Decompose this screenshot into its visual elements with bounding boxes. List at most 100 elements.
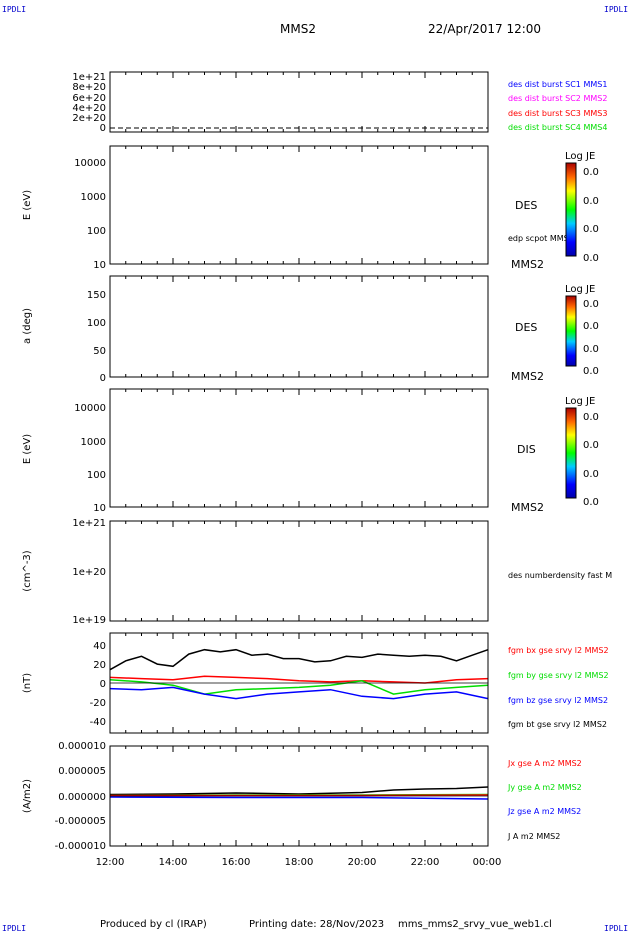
y-tick-label: 0.000010 [58,741,106,752]
y-tick-label: -0.000005 [55,816,106,827]
y-tick-label: 150 [87,290,106,301]
colorbar-tick: 0.0 [583,366,599,377]
colorbar-des-pitch: Log JE 0.0 0.0 0.0 0.0 [565,284,599,377]
y-tick-label: 0 [100,373,106,384]
colorbar-title: Log JE [565,151,595,162]
y-tick-label: 50 [93,346,106,357]
footer-produced-by: Produced by cl (IRAP) [100,919,207,930]
x-tick-label: 12:00 [96,857,125,868]
legend-entry: des numberdensity fast M [508,571,612,580]
spacecraft-title: MMS2 [280,22,316,36]
axis-tick-marks [109,72,489,846]
footer-filename: mms_mms2_srvy_vue_web1.cl [398,919,552,930]
y-axis-label: a (deg) [22,308,33,344]
colorbar-tick: 0.0 [583,497,599,508]
corner-label-top-right: IPDLI [604,5,629,14]
panel-burst-dist: 1e+21 8e+20 6e+20 4e+20 2e+20 0 des dist… [72,71,607,134]
y-tick-label: 0.000005 [58,766,106,777]
y-tick-label: -40 [90,717,106,728]
colorbar-tick: 0.0 [583,412,599,423]
y-tick-label: 10000 [74,403,106,414]
y-axis-label: (cm^-3) [22,550,33,591]
y-tick-label: 1e+19 [72,615,106,626]
series-line-fgm-bz-gse-srvy-l2-mms2 [109,686,489,700]
panel-frame [109,145,489,265]
colorbar-tick: 0.0 [583,344,599,355]
legend-entry: Jy gse A m2 MMS2 [507,783,582,792]
y-tick-label: 0 [100,679,106,690]
panel-frame [109,388,489,508]
y-tick-label: 10 [93,503,106,514]
legend-entry: fgm bz gse srvy l2 MMS2 [508,696,608,705]
corner-label-top-left: IPDLI [2,5,27,14]
series-line-j-a-m2-mms2 [109,786,489,796]
panel-current-density: 0.000010 0.000005 0.000000 -0.000005 -0.… [22,741,582,852]
instrument-label: DES [515,321,537,334]
colorbar-tick: 0.0 [583,253,599,264]
y-tick-label: 20 [93,660,106,671]
y-axis-label: E (eV) [22,434,33,464]
y-axis-label: E (eV) [22,190,33,220]
y-axis-label: (A/m2) [22,779,33,813]
series-line-fgm-bt-gse-srvy-l2-mms2 [109,648,489,671]
y-tick-label: 0.000000 [58,792,106,803]
y-tick-label: 8e+20 [72,82,106,93]
series-line-jz-gse-a-m2-mms2 [109,796,489,800]
y-tick-label: 1000 [81,437,106,448]
legend-entry: des dist burst SC3 MMS3 [508,109,607,118]
plot-date: 22/Apr/2017 12:00 [428,22,542,36]
colorbar-tick: 0.0 [583,321,599,332]
colorbar [565,407,577,499]
panel-frame [109,71,489,133]
x-tick-label: 20:00 [348,857,377,868]
x-tick-label: 14:00 [159,857,188,868]
colorbar [565,162,577,257]
colorbar-tick: 0.0 [583,299,599,310]
spacecraft-label: MMS2 [511,258,544,271]
colorbar-title: Log JE [565,284,595,295]
series-line-fgm-by-gse-srvy-l2-mms2 [109,678,489,695]
legend-entry: des dist burst SC1 MMS1 [508,80,607,89]
legend-entry: des dist burst SC4 MMS4 [508,123,607,132]
legend-entry: Jz gse A m2 MMS2 [507,807,581,816]
colorbar-tick: 0.0 [583,224,599,235]
legend-entry: des dist burst SC2 MMS2 [508,94,607,103]
panel-frame [109,275,489,378]
colorbar-tick: 0.0 [583,440,599,451]
series-lines [109,648,489,700]
instrument-label: DIS [517,443,536,456]
panel-magnetic-field: 40 20 0 -20 -40 (nT) fgm bx gse srvy l2 … [22,632,609,734]
panel-dis-energy: 10000 1000 100 10 E (eV) DIS MMS2 Log JE… [22,388,599,514]
y-tick-label: 1e+20 [72,567,106,578]
y-tick-label: 1e+21 [72,518,106,529]
y-tick-label: 40 [93,641,106,652]
legend-entry: Jx gse A m2 MMS2 [507,759,582,768]
y-tick-label: 0 [100,123,106,134]
y-tick-label: 10000 [74,158,106,169]
footer-printing-date: Printing date: 28/Nov/2023 [249,919,385,930]
series-line-fgm-bx-gse-srvy-l2-mms2 [109,675,489,684]
y-tick-label: 100 [87,470,106,481]
x-tick-label: 22:00 [411,857,440,868]
series-line-jx-gse-a-m2-mms2 [110,794,489,797]
panel-frame [109,520,489,622]
corner-label-bottom-left: IPDLI [2,924,27,933]
series-lines [109,786,489,800]
colorbar-tick: 0.0 [583,167,599,178]
legend-entry: fgm bx gse srvy l2 MMS2 [508,646,609,655]
y-tick-label: 4e+20 [72,103,106,114]
instrument-label: DES [515,199,537,212]
colorbar [565,295,577,367]
x-tick-label: 00:00 [473,857,502,868]
colorbar-des-energy: Log JE 0.0 0.0 0.0 0.0 [565,151,599,264]
colorbar-tick: 0.0 [583,469,599,480]
colorbar-tick: 0.0 [583,196,599,207]
colorbar-title: Log JE [565,396,595,407]
y-tick-label: -0.000010 [55,841,106,852]
spacecraft-label: MMS2 [511,501,544,514]
legend-entry: fgm bt gse srvy l2 MMS2 [508,720,607,729]
legend-entry: fgm by gse srvy l2 MMS2 [508,671,609,680]
x-tick-label: 16:00 [222,857,251,868]
legend-entry: J A m2 MMS2 [507,832,560,841]
